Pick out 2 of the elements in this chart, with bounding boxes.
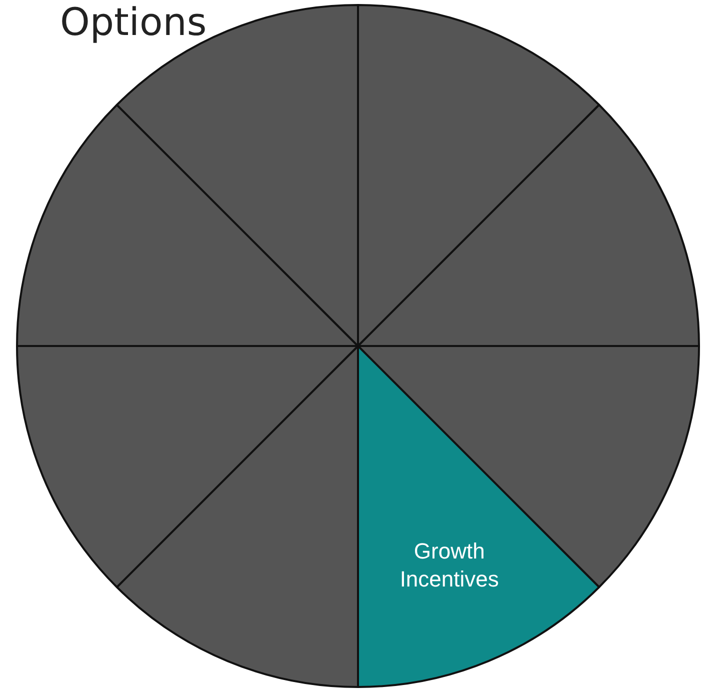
chart-title: Options <box>60 0 207 44</box>
slice-label: Growth Incentives <box>400 538 499 592</box>
